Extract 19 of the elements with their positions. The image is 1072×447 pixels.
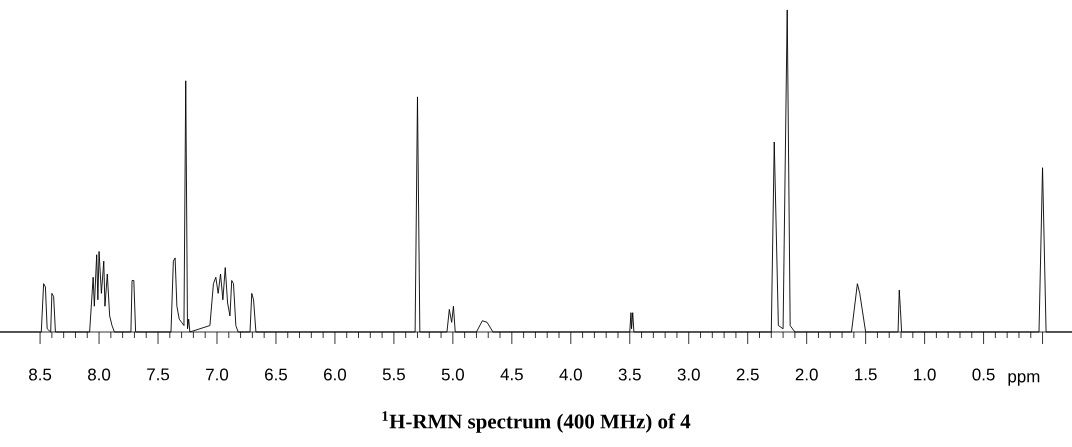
x-tick-label: 0.5	[972, 368, 995, 381]
x-tick-label: 5.0	[441, 368, 464, 381]
x-tick-label: 8.0	[88, 368, 111, 381]
x-axis-title: ppm	[1008, 373, 1040, 386]
x-tick-label: 4.0	[559, 368, 582, 381]
x-tick-label: 3.0	[677, 368, 700, 381]
x-tick-label: 6.0	[324, 368, 347, 381]
x-tick-label: 5.5	[382, 368, 405, 381]
x-tick-label: 1.5	[855, 368, 877, 381]
x-tick-label: 7.5	[147, 368, 170, 381]
x-tick-label: 7.0	[206, 368, 229, 381]
x-tick-label: 4.5	[500, 368, 523, 381]
x-tick-label: 8.5	[29, 368, 52, 381]
x-tick-label: 6.5	[265, 368, 288, 381]
x-tick-label: 2.0	[795, 368, 818, 381]
text: $^{1}$H-RMN spectrum (400 MHz) of 4	[382, 411, 691, 433]
x-tick-label: 1.0	[914, 368, 936, 381]
x-tick-label: 2.5	[736, 368, 759, 381]
x-tick-label: 3.5	[618, 368, 641, 381]
